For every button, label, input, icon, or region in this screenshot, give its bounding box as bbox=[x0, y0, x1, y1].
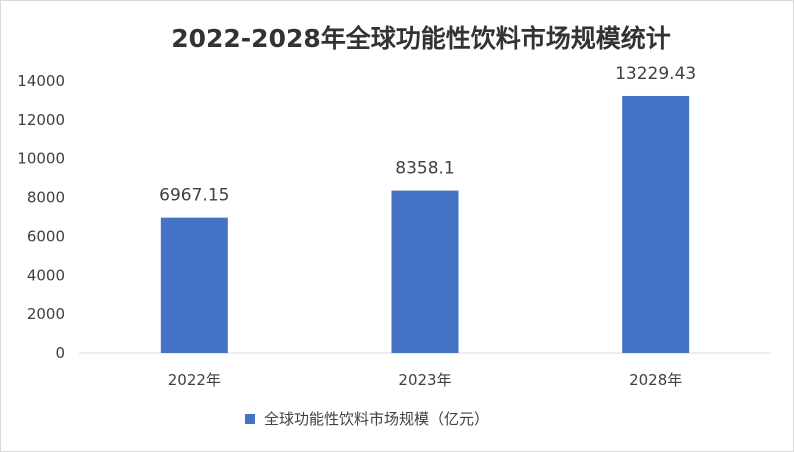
data-label: 13229.43 bbox=[615, 64, 696, 84]
bar bbox=[391, 190, 459, 353]
legend-swatch bbox=[245, 414, 255, 424]
x-axis: 2022年 2023年 2028年 bbox=[79, 352, 771, 389]
x-tick-label: 2028年 bbox=[629, 371, 682, 389]
bar bbox=[622, 95, 690, 354]
x-tick-label: 2022年 bbox=[168, 371, 221, 389]
legend: 全球功能性饮料市场规模（亿元） bbox=[245, 410, 489, 428]
legend-label: 全球功能性饮料市场规模（亿元） bbox=[264, 410, 489, 428]
y-tick-label: 14000 bbox=[17, 72, 65, 90]
data-label: 8358.1 bbox=[395, 159, 454, 179]
bars-group bbox=[160, 95, 690, 354]
y-tick-label: 8000 bbox=[27, 189, 65, 207]
data-label: 6967.15 bbox=[159, 186, 229, 206]
y-tick-label: 4000 bbox=[27, 266, 65, 284]
y-tick-label: 0 bbox=[55, 344, 65, 362]
y-tick-label: 2000 bbox=[27, 305, 65, 323]
y-axis: 0 2000 4000 6000 8000 10000 12000 14000 bbox=[17, 72, 65, 362]
bar bbox=[160, 217, 228, 353]
chart-title: 2022-2028年全球功能性饮料市场规模统计 bbox=[171, 24, 671, 53]
y-tick-label: 10000 bbox=[17, 150, 65, 168]
y-tick-label: 12000 bbox=[17, 111, 65, 129]
x-tick-label: 2023年 bbox=[398, 371, 451, 389]
y-tick-label: 6000 bbox=[27, 227, 65, 245]
data-labels-group: 6967.15 8358.1 13229.43 bbox=[159, 64, 696, 206]
